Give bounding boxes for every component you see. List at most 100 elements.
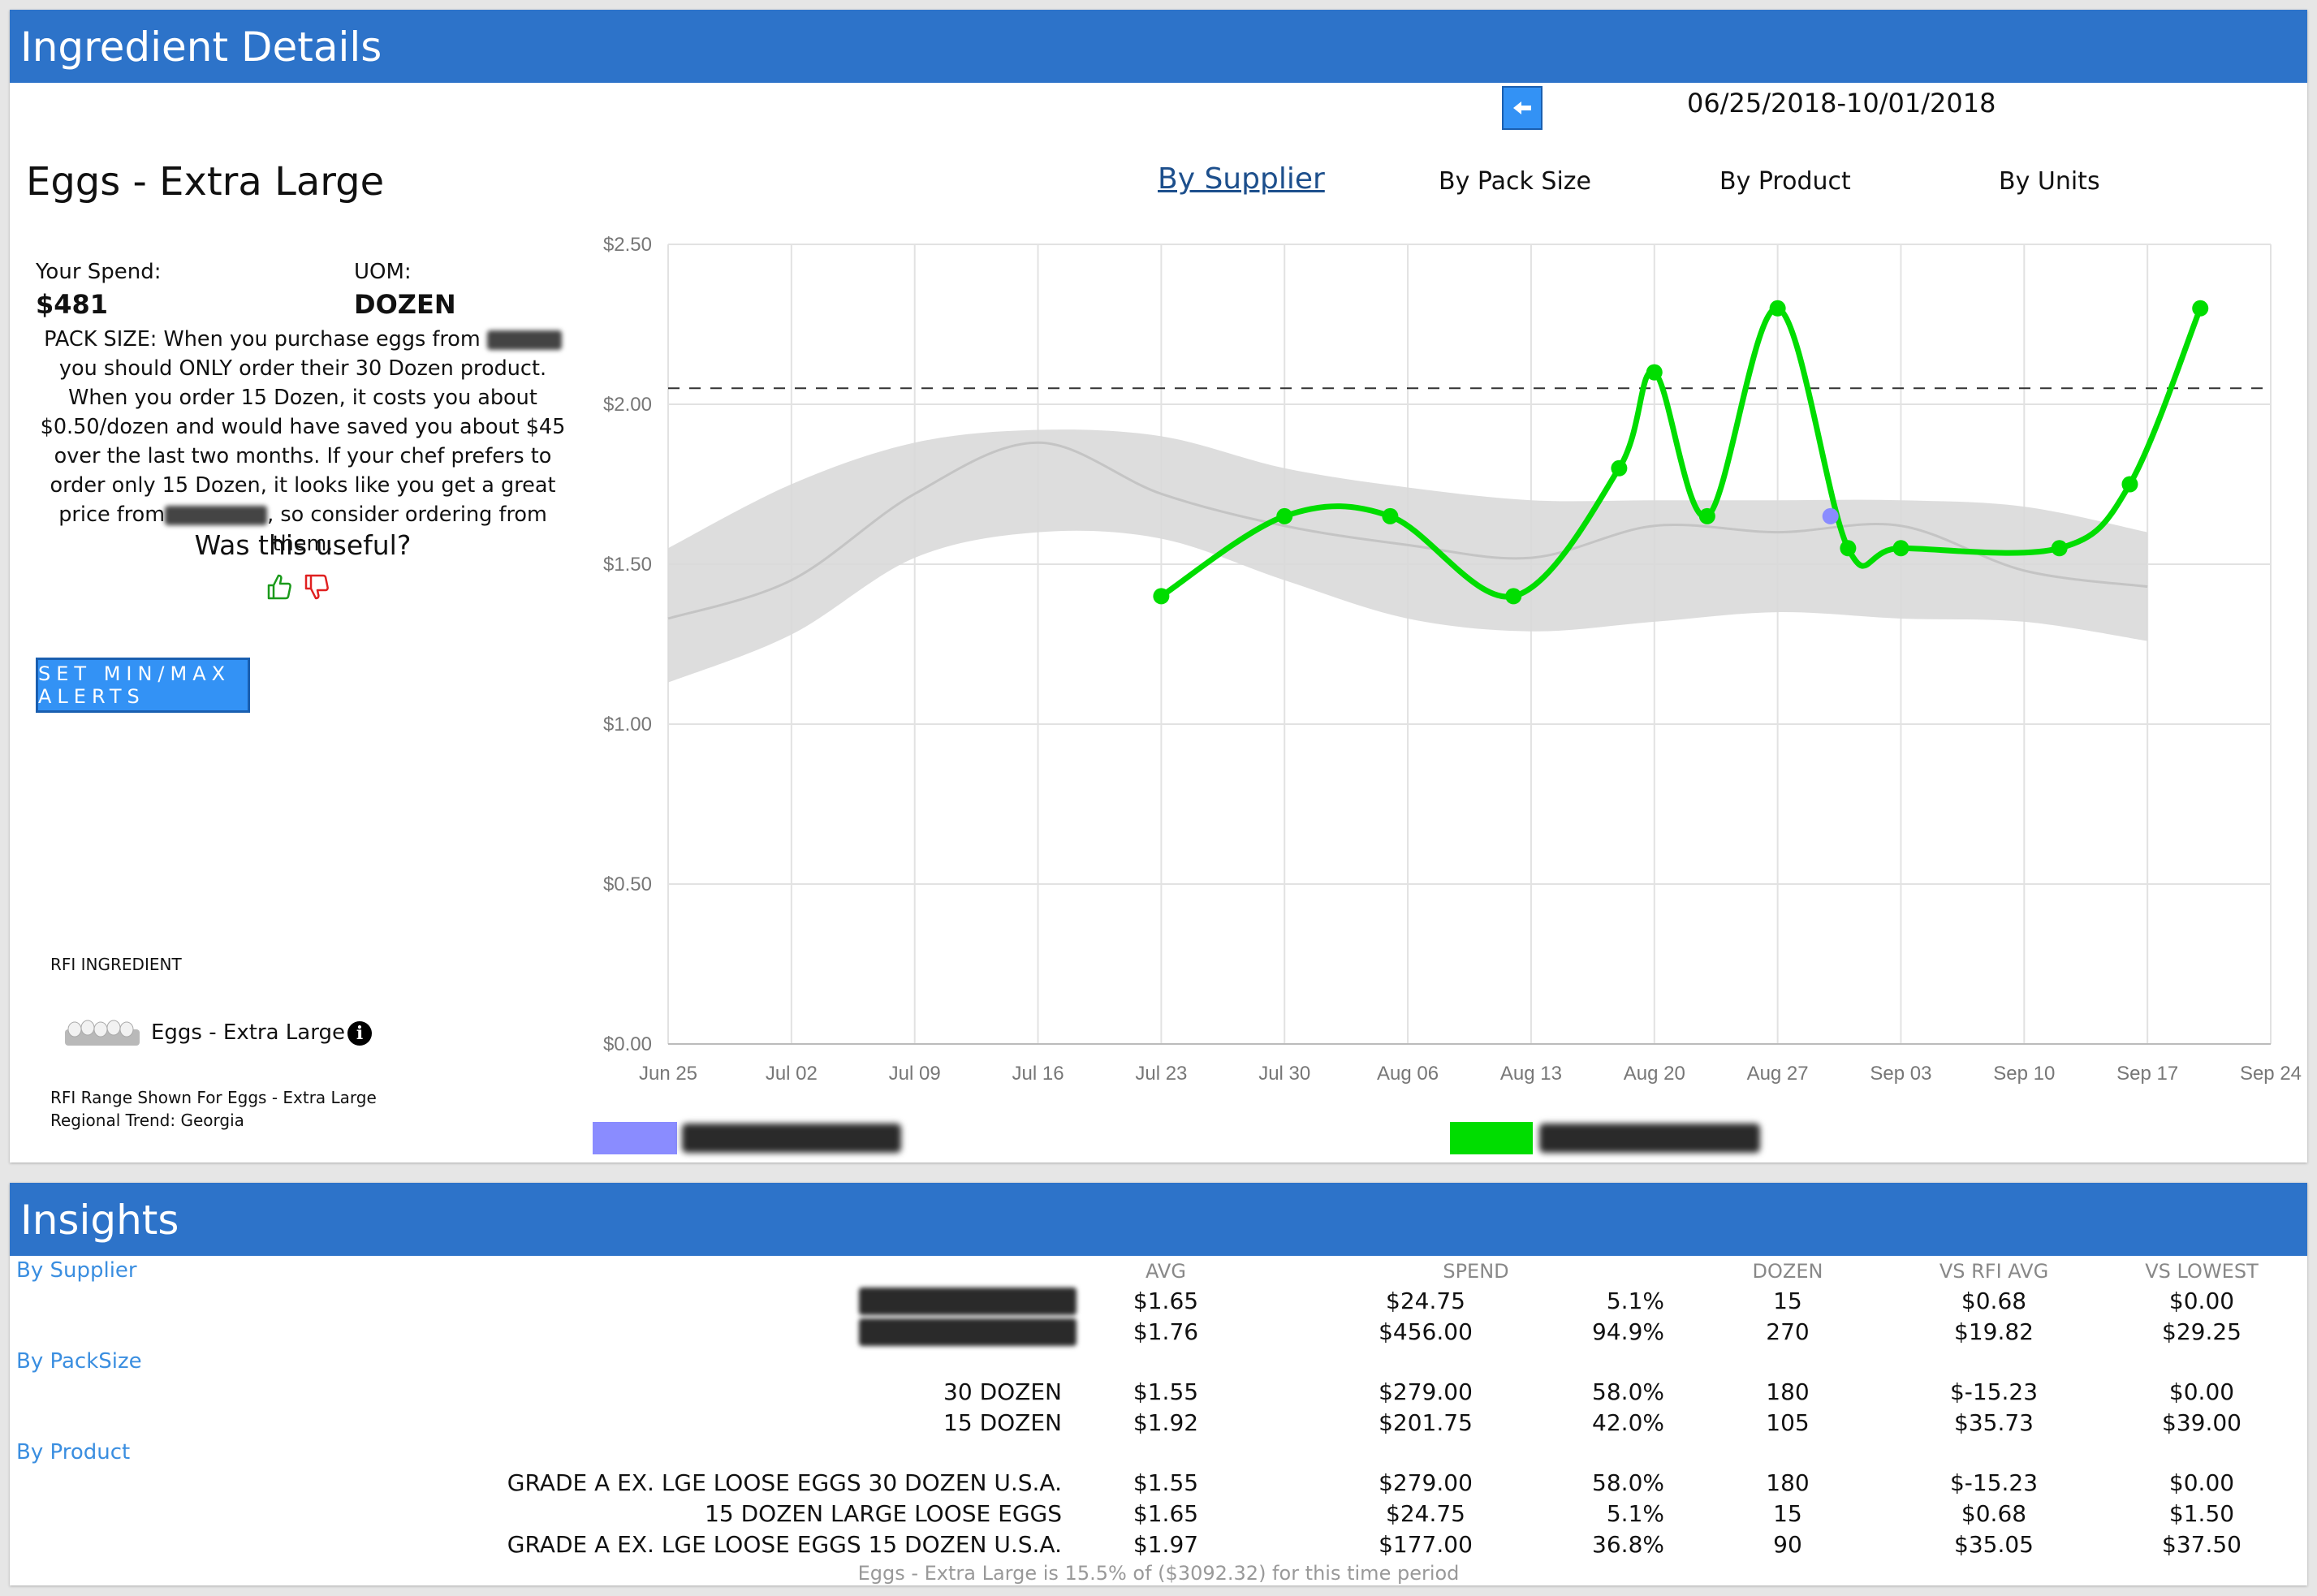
- column-header-avg: AVG: [1146, 1260, 1186, 1283]
- tab-by-units[interactable]: By Units: [1999, 167, 2100, 196]
- cell-dozen: 15: [1773, 1288, 1802, 1314]
- pack-text-part-2: you should ONLY order their 30 Dozen pro…: [40, 356, 566, 527]
- cell-avg: $1.92: [1133, 1409, 1199, 1436]
- cell-avg: $1.65: [1133, 1288, 1199, 1314]
- y-tick-label: $2.00: [603, 394, 652, 416]
- column-header-spend: SPEND: [1443, 1260, 1509, 1283]
- feedback-buttons: [266, 573, 330, 605]
- rfi-range-line: RFI Range Shown For Eggs - Extra Large: [50, 1088, 377, 1107]
- cell-vs-rfi: $0.68: [1961, 1500, 2027, 1527]
- legend-label-redacted: [1539, 1124, 1760, 1153]
- arrow-left-icon: [1513, 101, 1531, 114]
- x-tick-label: Sep 10: [1993, 1063, 2055, 1085]
- data-point-supplier-b: [1505, 588, 1522, 605]
- insights-footnote: Eggs - Extra Large is 15.5% of ($3092.32…: [857, 1562, 1460, 1585]
- cell-dozen: 180: [1766, 1469, 1810, 1496]
- y-tick-label: $0.50: [603, 873, 652, 895]
- cell-vs-low: $0.00: [2168, 1469, 2235, 1496]
- row-name: GRADE A EX. LGE LOOSE EGGS 30 DOZEN U.S.…: [507, 1469, 1062, 1496]
- row-name: GRADE A EX. LGE LOOSE EGGS 15 DOZEN U.S.…: [507, 1531, 1062, 1558]
- x-tick-label: Jul 23: [1135, 1063, 1187, 1085]
- cell-pct: 58.0%: [1592, 1378, 1664, 1405]
- uom-value: DOZEN: [354, 289, 456, 320]
- spend-value: $481: [36, 289, 109, 320]
- data-point-supplier-b: [2121, 476, 2138, 493]
- section-by-supplier[interactable]: By Supplier: [16, 1258, 137, 1283]
- cell-avg: $1.97: [1133, 1531, 1199, 1558]
- section-by-packsize[interactable]: By PackSize: [16, 1349, 142, 1374]
- tab-by-pack-size[interactable]: By Pack Size: [1439, 167, 1591, 196]
- x-tick-label: Sep 24: [2240, 1063, 2302, 1085]
- data-point-supplier-b: [1769, 300, 1786, 317]
- cell-pct: 94.9%: [1592, 1318, 1664, 1345]
- cell-dozen: 15: [1773, 1500, 1802, 1527]
- cell-spend: $456.00: [1379, 1318, 1473, 1345]
- cell-spend: $201.75: [1379, 1409, 1473, 1436]
- legend-label-redacted: [682, 1124, 901, 1153]
- cell-spend: $24.75: [1386, 1500, 1465, 1527]
- data-point-supplier-b: [1382, 507, 1399, 524]
- cell-vs-rfi: $19.82: [1954, 1318, 2034, 1345]
- cell-dozen: 105: [1766, 1409, 1810, 1436]
- y-tick-label: $2.50: [603, 234, 652, 256]
- chart-axes: Jun 25 Jul 02 Jul 09 Jul 16 Jul 23 Jul 30 Aug …: [603, 234, 2302, 1085]
- redacted-supplier-name: [859, 1318, 1077, 1346]
- info-icon[interactable]: i: [347, 1021, 372, 1046]
- column-header-dozen: DOZEN: [1752, 1260, 1823, 1283]
- cell-spend: $279.00: [1379, 1469, 1473, 1496]
- thumbs-up-icon[interactable]: [266, 573, 292, 605]
- back-button[interactable]: [1502, 86, 1543, 130]
- legend-swatch-supplier-b[interactable]: [1450, 1122, 1533, 1154]
- x-tick-label: Sep 03: [1870, 1063, 1931, 1085]
- x-tick-label: Sep 17: [2116, 1063, 2178, 1085]
- redacted-supplier: [486, 330, 562, 350]
- tab-by-product[interactable]: By Product: [1719, 167, 1851, 196]
- pack-text-part-1: PACK SIZE: When you purchase eggs from: [44, 327, 481, 352]
- redacted-supplier: [165, 506, 268, 525]
- row-name: 30 DOZEN: [943, 1378, 1062, 1405]
- x-tick-label: Jul 16: [1012, 1063, 1064, 1085]
- data-point-supplier-b: [1276, 507, 1293, 524]
- cell-vs-rfi: $35.73: [1954, 1409, 2034, 1436]
- thumbs-down-icon[interactable]: [304, 573, 330, 605]
- data-point-supplier-b: [1153, 588, 1170, 605]
- insights-panel: Insights: [10, 1183, 2307, 1585]
- data-point-supplier-b: [1611, 459, 1628, 477]
- rfi-ingredient-label: RFI INGREDIENT: [50, 955, 182, 974]
- cell-pct: 36.8%: [1592, 1531, 1664, 1558]
- data-point-supplier-b: [2192, 300, 2209, 317]
- cell-spend: $279.00: [1379, 1378, 1473, 1405]
- cell-spend: $177.00: [1379, 1531, 1473, 1558]
- legend-swatch-supplier-a[interactable]: [593, 1122, 677, 1154]
- cell-pct: 5.1%: [1606, 1500, 1664, 1527]
- y-tick-label: $1.00: [603, 714, 652, 735]
- set-min-max-alerts-button[interactable]: SET MIN/MAX ALERTS: [36, 658, 250, 713]
- x-tick-label: Jun 25: [639, 1063, 697, 1085]
- rfi-range-note: RFI Range Shown For Eggs - Extra Large R…: [50, 1086, 377, 1132]
- rfi-ingredient-item: Eggs - Extra Large: [63, 1015, 345, 1050]
- cell-dozen: 90: [1773, 1531, 1802, 1558]
- cell-vs-rfi: $35.05: [1954, 1531, 2034, 1558]
- data-point-supplier-b: [2051, 540, 2068, 557]
- cell-avg: $1.76: [1133, 1318, 1199, 1345]
- data-point-supplier-b: [1840, 540, 1857, 557]
- section-by-product[interactable]: By Product: [16, 1440, 131, 1464]
- cell-vs-low: $0.00: [2168, 1288, 2235, 1314]
- x-tick-label: Jul 30: [1258, 1063, 1310, 1085]
- x-tick-label: Jul 09: [889, 1063, 941, 1085]
- cell-avg: $1.55: [1133, 1378, 1199, 1405]
- data-point-supplier-b: [1646, 364, 1663, 381]
- cell-spend: $24.75: [1386, 1288, 1465, 1314]
- data-point-supplier-a: [1822, 507, 1839, 524]
- column-header-vs-rfi-avg: VS RFI AVG: [1939, 1260, 2049, 1283]
- cell-avg: $1.55: [1133, 1469, 1199, 1496]
- redacted-supplier-name: [859, 1288, 1077, 1315]
- chart-series: [1153, 300, 2209, 605]
- rfi-item-name: Eggs - Extra Large: [151, 1020, 345, 1045]
- tab-by-supplier[interactable]: By Supplier: [1158, 162, 1325, 196]
- row-name: 15 DOZEN: [943, 1409, 1062, 1436]
- cell-dozen: 180: [1766, 1378, 1810, 1405]
- useful-question: Was this useful?: [194, 529, 412, 561]
- cell-pct: 5.1%: [1606, 1288, 1664, 1314]
- regional-trend-line: Regional Trend: Georgia: [50, 1111, 244, 1130]
